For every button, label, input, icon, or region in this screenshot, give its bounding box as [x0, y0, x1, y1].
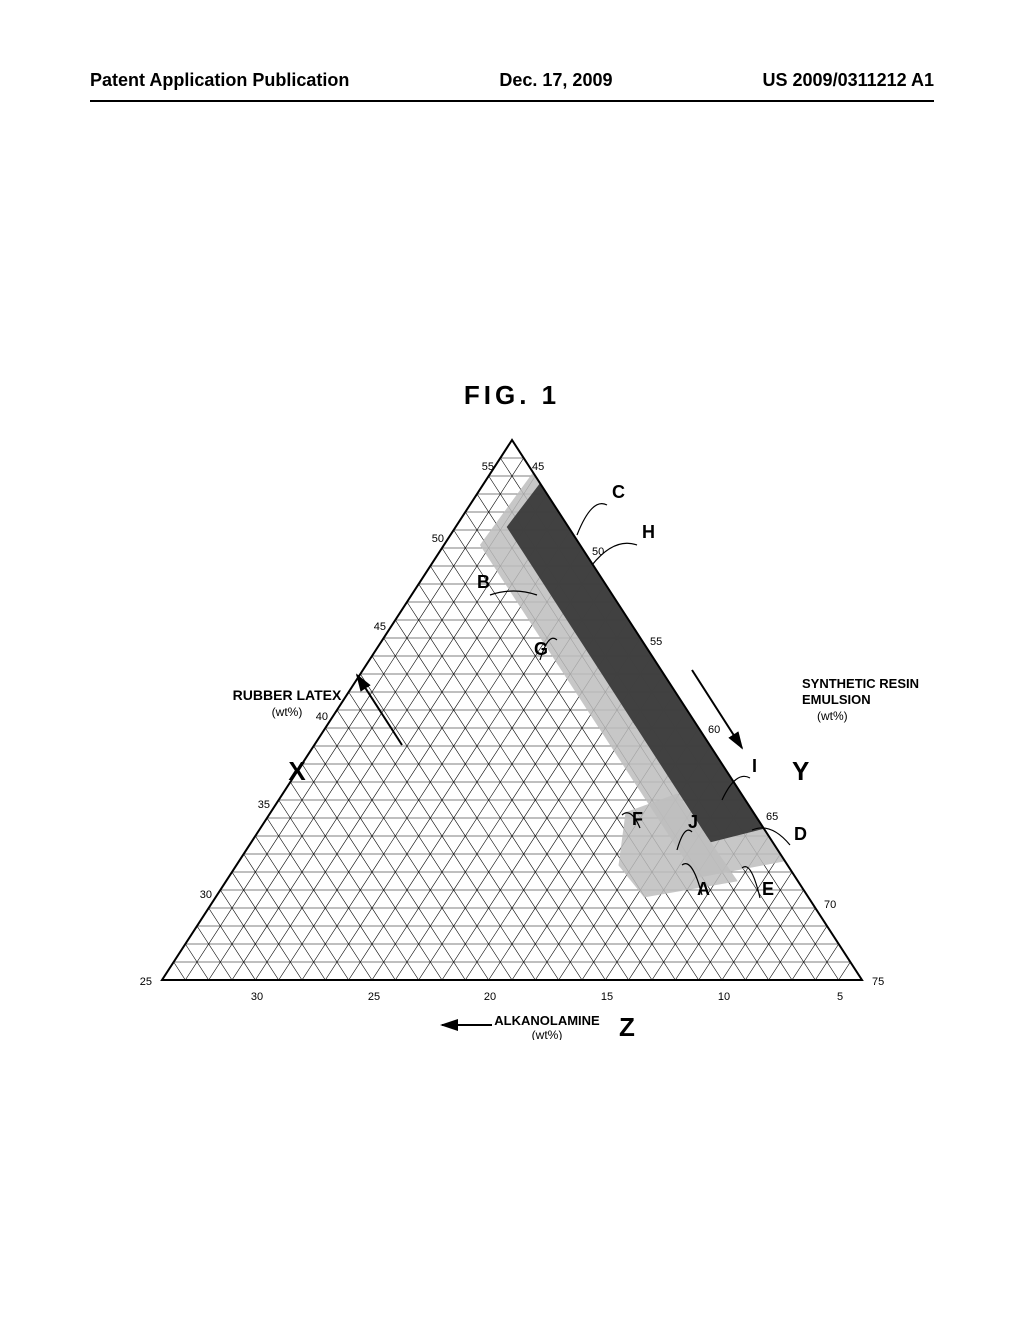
svg-text:55: 55 [650, 636, 662, 648]
svg-text:A: A [697, 879, 710, 899]
svg-text:H: H [642, 522, 655, 542]
svg-text:35: 35 [258, 799, 270, 811]
svg-text:(wt%): (wt%) [532, 1028, 563, 1040]
svg-text:65: 65 [766, 811, 778, 823]
svg-text:G: G [534, 639, 548, 659]
header-left: Patent Application Publication [90, 70, 349, 91]
svg-text:(wt%): (wt%) [272, 705, 303, 719]
svg-text:E: E [762, 879, 774, 899]
page-header: Patent Application Publication Dec. 17, … [0, 70, 1024, 91]
svg-text:50: 50 [432, 533, 444, 545]
svg-text:EMULSION: EMULSION [802, 692, 871, 707]
svg-text:(wt%): (wt%) [817, 709, 848, 723]
svg-text:Y: Y [792, 756, 809, 786]
svg-text:50: 50 [592, 546, 604, 558]
svg-text:ALKANOLAMINE: ALKANOLAMINE [494, 1013, 600, 1028]
svg-text:D: D [794, 824, 807, 844]
svg-text:55: 55 [482, 461, 494, 473]
svg-text:75: 75 [872, 976, 884, 988]
svg-text:20: 20 [484, 991, 496, 1003]
svg-text:RUBBER LATEX: RUBBER LATEX [233, 687, 342, 703]
svg-text:30: 30 [200, 889, 212, 901]
svg-text:Z: Z [619, 1012, 635, 1040]
svg-text:25: 25 [140, 976, 152, 988]
svg-text:60: 60 [708, 724, 720, 736]
svg-text:F: F [632, 809, 643, 829]
svg-text:70: 70 [824, 899, 836, 911]
svg-text:40: 40 [316, 711, 328, 723]
figure-title: FIG. 1 [0, 380, 1024, 411]
svg-text:10: 10 [718, 991, 730, 1003]
svg-text:15: 15 [601, 991, 613, 1003]
svg-text:I: I [752, 756, 757, 776]
header-right: US 2009/0311212 A1 [763, 70, 934, 91]
svg-text:B: B [477, 572, 490, 592]
svg-text:SYNTHETIC RESIN: SYNTHETIC RESIN [802, 676, 919, 691]
svg-text:5: 5 [837, 991, 843, 1003]
svg-text:30: 30 [251, 991, 263, 1003]
svg-text:45: 45 [532, 461, 544, 473]
ternary-svg: 25 30 35 40 45 50 55 45 50 55 60 65 70 75 30 25 20 15 10 5 C… [102, 420, 922, 1040]
header-center: Dec. 17, 2009 [499, 70, 612, 91]
svg-text:45: 45 [374, 621, 386, 633]
ternary-diagram: 25 30 35 40 45 50 55 45 50 55 60 65 70 75 30 25 20 15 10 5 C… [102, 420, 922, 1045]
svg-text:25: 25 [368, 991, 380, 1003]
svg-text:X: X [288, 756, 306, 786]
header-rule [90, 100, 934, 102]
svg-text:J: J [688, 812, 698, 832]
svg-text:C: C [612, 482, 625, 502]
